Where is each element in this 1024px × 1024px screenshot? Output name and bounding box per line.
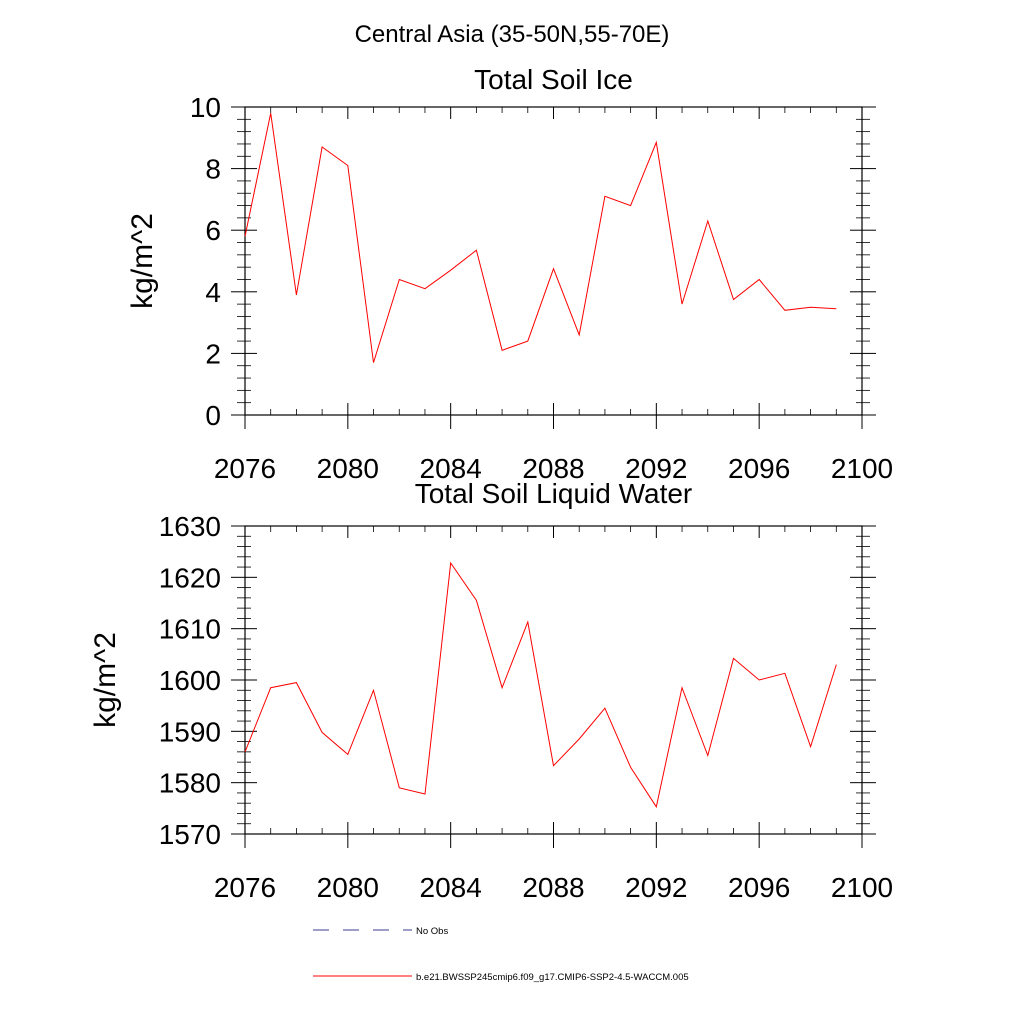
figure-title: Central Asia (35-50N,55-70E) xyxy=(355,21,670,48)
x-tick-label: 2080 xyxy=(317,453,379,484)
legend-label-1: No Obs xyxy=(416,926,448,937)
y-tick-label: 1570 xyxy=(159,819,221,850)
x-tick-label: 2096 xyxy=(728,453,790,484)
plot-frame xyxy=(244,525,863,835)
x-tick-label: 2080 xyxy=(317,872,379,903)
x-tick-label: 2088 xyxy=(522,872,584,903)
y-tick-label: 1600 xyxy=(159,665,221,696)
y-tick-label: 6 xyxy=(205,215,221,246)
y-tick-label: 1620 xyxy=(159,562,221,593)
legend-label-2: b.e21.BWSSP245cmip6.f09_g17.CMIP6-SSP2-4… xyxy=(416,972,689,983)
y-tick-label: 10 xyxy=(190,92,221,123)
y-tick-label: 2 xyxy=(205,338,221,369)
y-tick-label: 1610 xyxy=(159,614,221,645)
x-tick-label: 2076 xyxy=(214,872,276,903)
y-axis-label: kg/m^2 xyxy=(126,213,159,309)
panel-title: Total Soil Ice xyxy=(474,64,633,95)
x-tick-label: 2076 xyxy=(214,453,276,484)
y-tick-label: 8 xyxy=(205,154,221,185)
x-tick-label: 2092 xyxy=(625,453,687,484)
panel-title: Total Soil Liquid Water xyxy=(415,478,693,509)
x-tick-label: 2084 xyxy=(420,453,482,484)
x-tick-label: 2092 xyxy=(625,872,687,903)
y-axis-label: kg/m^2 xyxy=(89,632,122,728)
y-tick-label: 4 xyxy=(205,277,221,308)
y-tick-label: 1580 xyxy=(159,768,221,799)
panel-2: Total Soil Liquid Water kg/m^2 2076 2080 208… xyxy=(89,478,893,903)
series-line xyxy=(244,113,837,363)
series-line xyxy=(244,561,837,809)
plot-frame xyxy=(244,106,863,416)
y-tick-label: 1630 xyxy=(159,511,221,542)
x-tick-label: 2088 xyxy=(522,453,584,484)
x-tick-label: 2100 xyxy=(831,872,893,903)
x-tick-label: 2096 xyxy=(728,872,790,903)
x-tick-label: 2100 xyxy=(831,453,893,484)
legend: No Obs b.e21.BWSSP245cmip6.f09_g17.CMIP6-… xyxy=(313,926,689,983)
x-tick-label: 2084 xyxy=(420,872,482,903)
y-tick-label: 0 xyxy=(205,400,221,431)
y-tick-label: 1590 xyxy=(159,716,221,747)
